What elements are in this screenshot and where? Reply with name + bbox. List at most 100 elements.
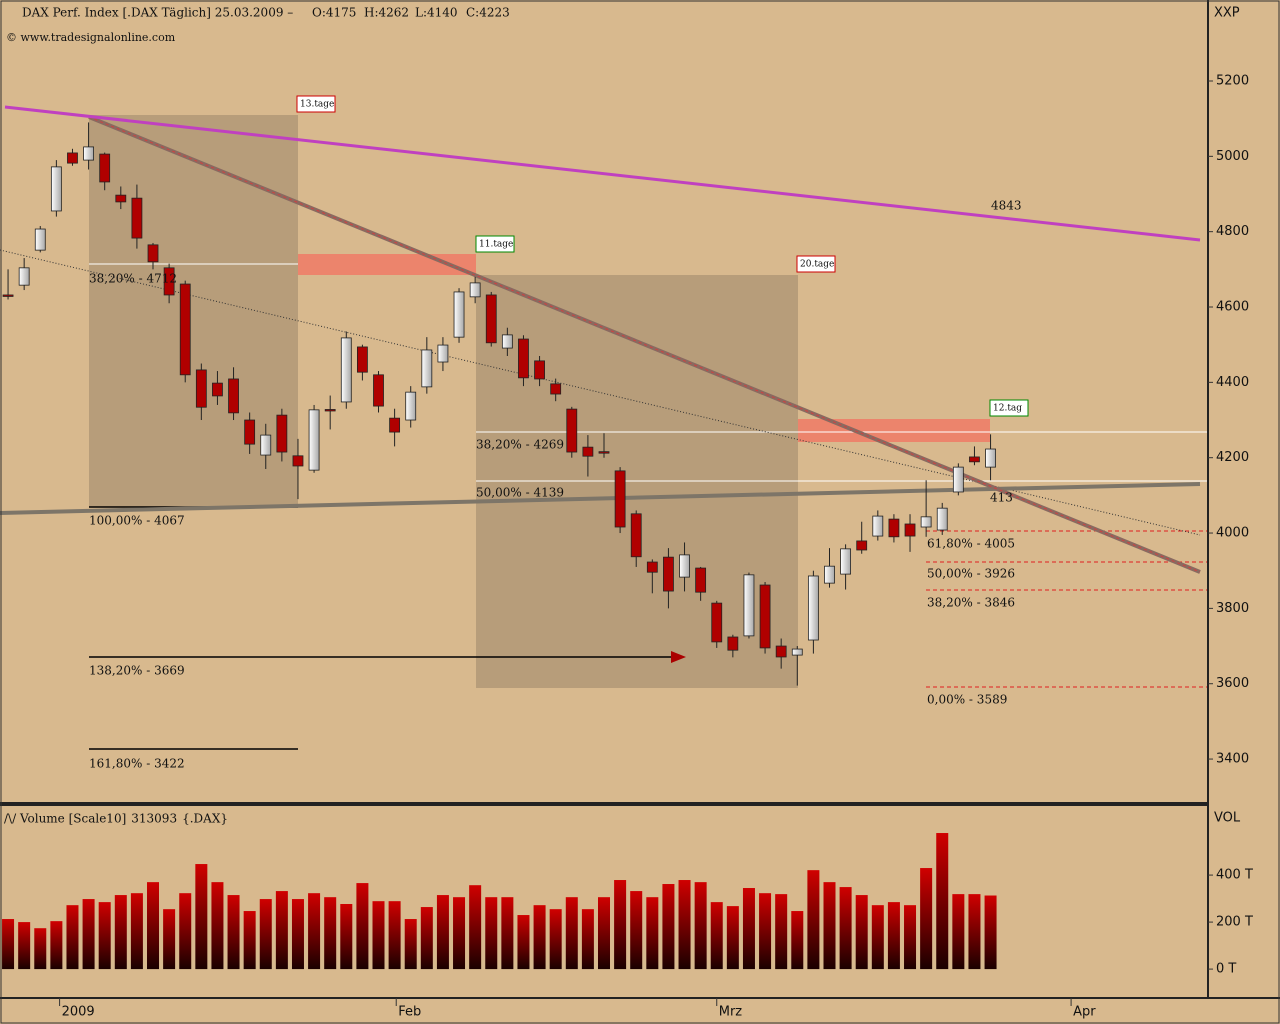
volume-bar [436,895,449,970]
candle-body [969,456,980,463]
volume-bar [726,906,739,970]
candle-body [663,556,674,592]
candle-body [824,565,835,584]
candle-body [34,228,46,251]
y-tick-label: 3400 [1216,752,1249,767]
candle-body [485,294,497,344]
candle-body [743,574,755,637]
annotation: 50,00% - 3926 [927,567,1015,581]
annotation: 20.tage [800,260,834,270]
volume-bar [18,922,31,970]
volume-bar [147,882,160,970]
candle-body [115,194,127,203]
volume-bar [469,885,482,970]
candle-body [18,267,30,286]
candle-body [904,523,916,537]
candle-body [308,409,320,471]
y-tick-label: 4000 [1216,526,1249,541]
candle-body [646,561,658,573]
candle-body [276,414,288,453]
chart-title: DAX Perf. Index [.DAX Täglich] 25.03.200… [22,6,293,20]
candle-body [582,446,594,457]
candle-body [195,369,207,408]
candle-body [695,567,707,593]
candle-body [50,166,62,212]
candle-body [373,374,384,407]
volume-bar [775,894,788,970]
volume-bar [259,899,272,970]
annotation: 61,80% - 4005 [927,537,1015,551]
volume-bar [420,907,433,970]
candle-body [67,152,78,164]
volume-bar [904,905,917,970]
candle-body [630,513,642,558]
volume-bar [839,887,852,970]
y-tick-label: 4400 [1216,375,1249,390]
candle-body [888,518,900,538]
ohlc-label: L:4140 [415,6,458,20]
annotation: 413 [990,491,1013,505]
annotation: 50,00% - 4139 [476,486,564,500]
volume-bar [533,905,546,970]
y-tick-label: 4800 [1216,224,1249,239]
candle-body [83,146,94,161]
candle-body [179,283,191,376]
candle-body [340,337,352,403]
volume-bar [598,897,610,970]
volume-bar [324,897,337,970]
annotation-box [296,95,336,113]
candle-body [405,391,417,421]
x-tick-label: Apr [1073,1005,1096,1020]
y-tick-label: 200 T [1216,915,1253,930]
candle-body [791,648,803,656]
volume-bar [308,893,321,970]
volume-bar [565,897,578,970]
candle-body [518,338,529,379]
x-tick-label: Feb [398,1005,421,1020]
y-tick-label: 5200 [1216,73,1249,88]
y-tick-label: 0 T [1216,962,1236,977]
candle-body [985,448,996,468]
volume-bar [98,902,111,970]
volume-bar [920,868,933,970]
legend-entry: /\/ Volume [Scale10] [4,812,126,826]
candle-body [920,516,932,528]
volume-bar [195,864,208,970]
annotation: 0,00% - 3589 [927,693,1007,707]
y-tick-label: 4600 [1216,300,1249,315]
volume-bar [581,909,594,970]
candle-body [260,434,272,456]
volume-bar [614,880,627,970]
candle-body [614,470,626,528]
annotation: 38,20% - 4269 [476,438,564,452]
candle-body [324,409,336,412]
volume-bar [759,893,772,970]
axis-label: VOL [1214,811,1241,826]
candle-body [775,645,787,658]
volume-bar [340,903,353,970]
candle-body [453,291,465,338]
candle-body [727,636,739,651]
volume-bar [823,882,836,970]
candle-body [566,408,578,453]
volume-bar [404,919,417,970]
candle-body [759,584,771,649]
volume-bar [646,897,659,970]
volume-bar [114,895,127,970]
candle-body [840,548,851,575]
volume-bar [694,882,707,970]
axis-label: XXP [1214,6,1240,21]
candle-body [469,282,481,298]
annotation: 13.tage [300,100,334,110]
candle-body [856,540,868,551]
volume-bar [630,891,643,970]
volume-bar [179,893,192,970]
candle-body [356,346,368,373]
x-tick-label: Mrz [719,1005,743,1020]
volume-bar [678,880,691,970]
candle-body [244,419,256,445]
volume-bar [936,833,949,970]
volume-bar [952,894,965,970]
